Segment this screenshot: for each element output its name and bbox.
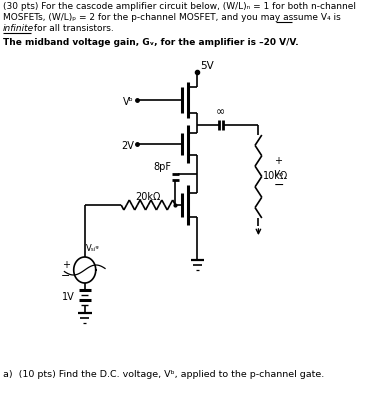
Text: 5V: 5V <box>200 61 214 71</box>
Text: vₒ: vₒ <box>273 168 283 178</box>
Text: 1V: 1V <box>62 292 75 302</box>
Text: Vₛᵢᵍ: Vₛᵢᵍ <box>85 244 99 253</box>
Text: Vᵇ: Vᵇ <box>123 97 134 107</box>
Text: The midband voltage gain, Gᵥ, for the amplifier is –20 V/V.: The midband voltage gain, Gᵥ, for the am… <box>3 38 298 47</box>
Text: 8pF: 8pF <box>153 162 171 172</box>
Text: +: + <box>274 156 282 166</box>
Text: +: + <box>62 260 70 270</box>
Text: a)  (10 pts) Find the D.C. voltage, Vᵇ, applied to the p-channel gate.: a) (10 pts) Find the D.C. voltage, Vᵇ, a… <box>3 370 324 379</box>
Text: infinite: infinite <box>3 24 34 33</box>
Text: MOSFETs, (W/L)ₚ = 2 for the p-channel MOSFET, and you may assume V₄ is: MOSFETs, (W/L)ₚ = 2 for the p-channel MO… <box>3 13 340 22</box>
Text: 2V: 2V <box>121 141 134 151</box>
Text: for all transistors.: for all transistors. <box>31 24 113 33</box>
Text: −: − <box>61 271 70 281</box>
Text: 20kΩ: 20kΩ <box>136 192 161 202</box>
Text: (30 pts) For the cascode amplifier circuit below, (W/L)ₙ = 1 for both n-channel: (30 pts) For the cascode amplifier circu… <box>3 2 355 11</box>
Text: 10kΩ: 10kΩ <box>263 171 288 181</box>
Text: ∞: ∞ <box>216 107 225 117</box>
Text: −: − <box>274 178 284 191</box>
